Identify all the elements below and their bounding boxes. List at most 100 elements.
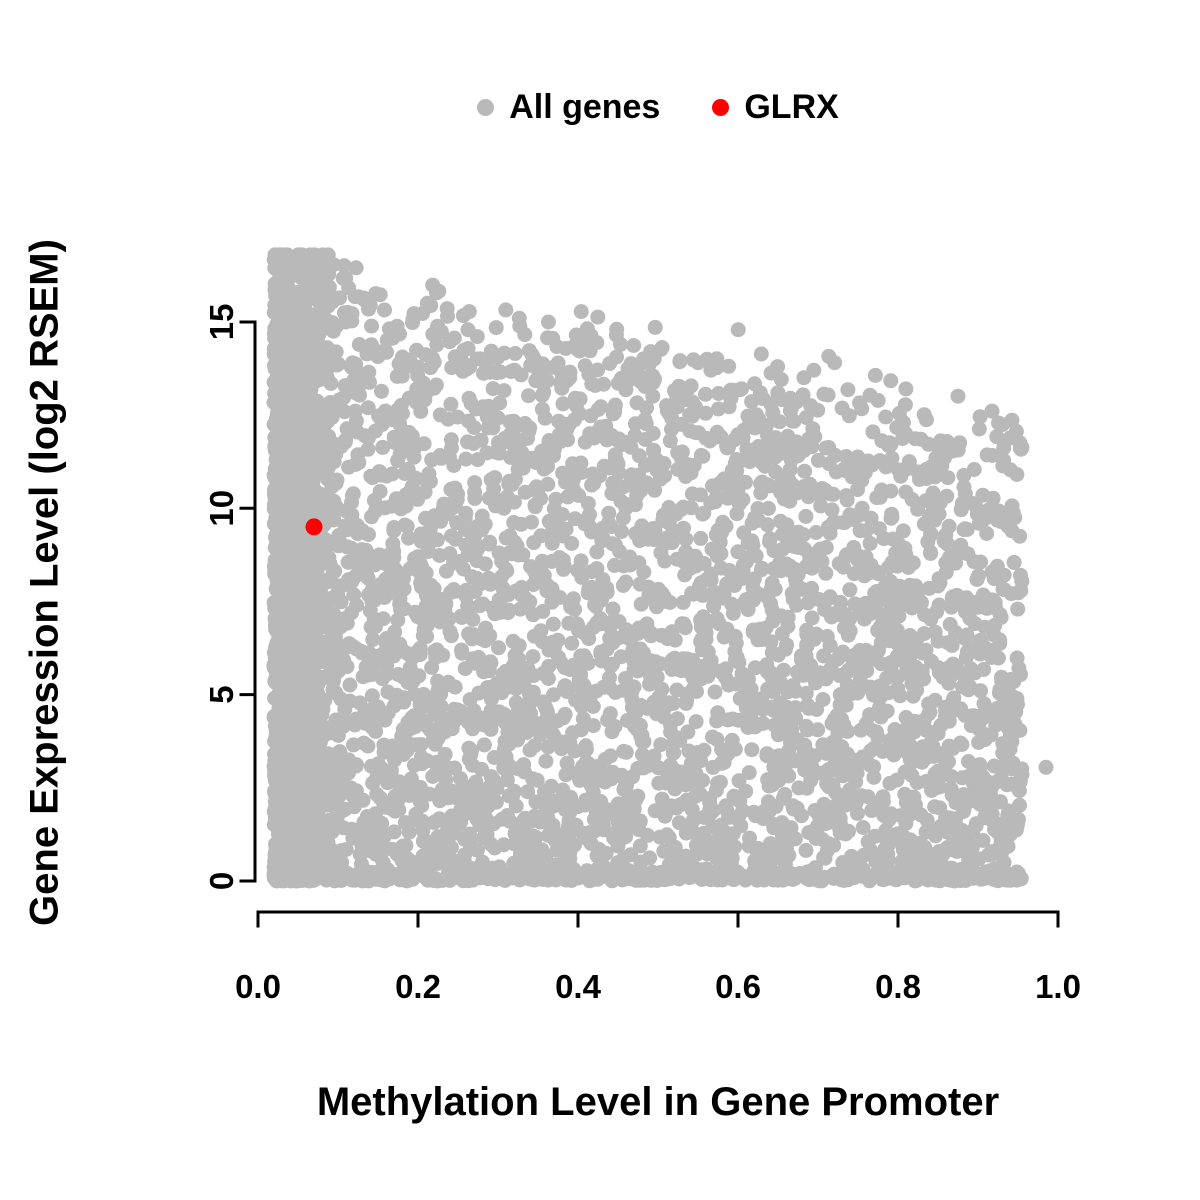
scatter-point	[941, 814, 957, 830]
scatter-point	[653, 737, 669, 753]
scatter-point	[895, 431, 910, 446]
scatter-point	[672, 797, 688, 813]
scatter-point	[412, 793, 428, 809]
scatter-point	[773, 563, 789, 579]
scatter-point	[508, 798, 524, 814]
scatter-point	[954, 770, 970, 786]
scatter-point	[364, 318, 379, 334]
scatter-point	[810, 722, 826, 738]
scatter-point	[521, 388, 536, 404]
scatter-point	[676, 616, 692, 632]
scatter-points-layer	[266, 247, 1054, 889]
scatter-point	[941, 518, 957, 534]
scatter-point	[716, 828, 732, 844]
scatter-point	[764, 683, 780, 699]
scatter-point	[539, 583, 555, 599]
scatter-point	[839, 492, 855, 508]
scatter-point	[632, 838, 648, 854]
scatter-point	[415, 822, 431, 838]
scatter-point	[728, 635, 744, 651]
scatter-point	[613, 649, 629, 665]
scatter-point	[374, 383, 389, 399]
scatter-point	[474, 522, 490, 538]
scatter-point	[394, 852, 410, 868]
scatter-point	[525, 649, 541, 665]
scatter-point	[744, 533, 760, 549]
scatter-point	[862, 535, 878, 551]
scatter-point	[617, 671, 633, 686]
scatter-point	[556, 854, 572, 870]
scatter-point	[675, 499, 691, 515]
scatter-point	[587, 378, 603, 393]
scatter-point	[798, 685, 814, 701]
scatter-point	[984, 403, 1000, 419]
scatter-point	[470, 452, 486, 468]
scatter-point	[647, 319, 663, 335]
scatter-point	[856, 847, 872, 863]
scatter-point	[807, 429, 823, 445]
scatter-point	[372, 287, 388, 303]
scatter-point	[476, 737, 492, 753]
scatter-point	[432, 758, 448, 774]
scatter-point	[669, 682, 685, 698]
scatter-point	[401, 530, 416, 546]
scatter-point	[735, 492, 751, 507]
scatter-point	[892, 688, 908, 704]
scatter-point	[825, 734, 841, 750]
scatter-point	[773, 513, 788, 529]
scatter-point	[342, 677, 358, 693]
scatter-point	[581, 366, 597, 382]
scatter-point	[677, 567, 693, 583]
scatter-point	[564, 536, 580, 551]
scatter-point	[904, 600, 920, 616]
scatter-point	[498, 302, 514, 318]
scatter-point	[1012, 441, 1028, 456]
scatter-point	[923, 544, 938, 560]
scatter-point	[750, 586, 766, 602]
scatter-point	[613, 336, 628, 352]
scatter-point	[527, 738, 543, 754]
scatter-point	[939, 434, 955, 449]
scatter-point	[523, 357, 539, 373]
scatter-point	[1010, 601, 1026, 617]
scatter-point	[460, 322, 476, 338]
scatter-point	[710, 401, 726, 417]
scatter-point	[809, 545, 825, 561]
scatter-point	[785, 678, 801, 693]
scatter-point	[921, 580, 937, 596]
scatter-point	[501, 602, 517, 618]
scatter-point	[384, 841, 400, 857]
scatter-point	[391, 802, 407, 818]
scatter-point	[704, 541, 720, 557]
scatter-point	[1006, 702, 1022, 717]
scatter-point	[700, 644, 716, 660]
scatter-point	[394, 349, 410, 365]
scatter-point	[654, 791, 670, 807]
scatter-point	[458, 537, 474, 553]
scatter-point	[686, 352, 701, 368]
scatter-point	[855, 820, 871, 835]
scatter-point	[980, 774, 996, 790]
scatter-point	[427, 814, 443, 830]
scatter-point	[419, 617, 435, 633]
scatter-point	[731, 712, 747, 728]
scatter-point	[386, 523, 402, 539]
scatter-point	[529, 772, 545, 788]
scatter-point	[511, 310, 527, 326]
scatter-point	[751, 439, 767, 454]
scatter-point	[882, 592, 898, 608]
scatter-point	[884, 450, 900, 466]
scatter-point	[488, 320, 504, 336]
scatter-point	[797, 762, 813, 778]
scatter-point	[604, 724, 620, 740]
scatter-point	[390, 612, 406, 628]
scatter-point	[431, 700, 447, 716]
scatter-point	[507, 346, 523, 361]
scatter-point	[633, 854, 649, 870]
scatter-point	[976, 696, 992, 712]
scatter-point	[727, 578, 743, 593]
scatter-point	[332, 290, 347, 306]
scatter-point	[573, 304, 589, 320]
scatter-point	[959, 627, 975, 643]
scatter-point	[586, 619, 601, 635]
